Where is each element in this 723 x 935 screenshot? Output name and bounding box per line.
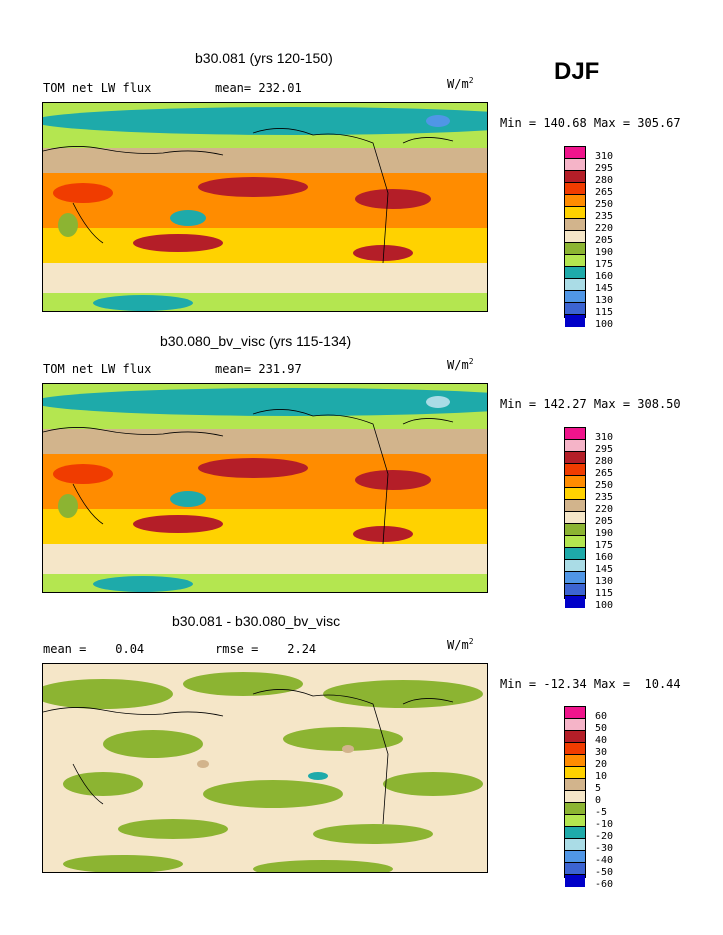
panel-3-level-1: 60 (595, 711, 608, 722)
panel-2-level-10: 175 (595, 540, 614, 551)
band-north-mid (43, 148, 487, 173)
band-south-ocean (43, 258, 487, 293)
panel-1-level-4: 265 (595, 187, 614, 198)
panel-2-left-label: TOM net LW flux (43, 362, 152, 376)
panel-2-level-2: 295 (595, 444, 614, 455)
africa-cold (58, 213, 78, 237)
panel-3-mean-label: mean = 0.04 (43, 642, 145, 656)
panel-3-units: W/m2 (447, 637, 474, 652)
panel-1-level-1: 310 (595, 151, 614, 162)
panel-3-level-5: 20 (595, 759, 608, 770)
panel-3-level-8: 0 (595, 795, 602, 806)
panel-2-level-8: 205 (595, 516, 614, 527)
panel-2-level-14: 115 (595, 588, 614, 599)
panel-1-left-label: TOM net LW flux (43, 81, 152, 95)
panel-1-level-7: 220 (595, 223, 614, 234)
panel-2-level-7: 220 (595, 504, 614, 515)
panel-2-colorbar (564, 427, 586, 608)
panel-2-map (42, 383, 488, 593)
season-label: DJF (554, 58, 600, 85)
indo-cold (170, 210, 206, 226)
panel-3-level-11: -20 (595, 831, 614, 842)
panel-1-level-5: 250 (595, 199, 614, 210)
panel-2-level-4: 265 (595, 468, 614, 479)
panel-1-level-14: 115 (595, 307, 614, 318)
arctic-teal (43, 107, 487, 135)
panel-3-level-6: 10 (595, 771, 608, 782)
panel-2-units: W/m2 (447, 357, 474, 372)
panel-2-level-1: 310 (595, 432, 614, 443)
itcz-warm-1 (53, 183, 113, 203)
panel-2-level-6: 235 (595, 492, 614, 503)
panel-1-level-15: 100 (595, 319, 614, 330)
panel-1-level-3: 280 (595, 175, 614, 186)
panel-1-colorbar (564, 146, 586, 327)
panel-1-level-10: 175 (595, 259, 614, 270)
panel-1-level-2: 295 (595, 163, 614, 174)
coastlines (43, 128, 454, 264)
panel-1-mean-label: mean= 232.01 (215, 81, 302, 95)
panel-2-mean-label: mean= 231.97 (215, 362, 302, 376)
panel-3-level-3: 40 (595, 735, 608, 746)
panel-2-level-11: 160 (595, 552, 614, 563)
panel-2-level-15: 100 (595, 600, 614, 611)
itcz-warm-3 (355, 189, 431, 209)
panel-1-level-6: 235 (595, 211, 614, 222)
panel-3-level-15: -60 (595, 879, 614, 890)
panel-3-level-9: -5 (595, 807, 608, 818)
panel-3-minmax: Min = -12.34 Max = 10.44 (500, 677, 681, 691)
panel-3-level-4: 30 (595, 747, 608, 758)
panel-1-units: W/m2 (447, 76, 474, 91)
panel-3-level-7: 5 (595, 783, 602, 794)
panel-2-level-12: 145 (595, 564, 614, 575)
greenland-low (426, 115, 450, 127)
panel-3-title: b30.081 - b30.080_bv_visc (172, 613, 341, 629)
south-atl-warm (353, 245, 413, 261)
panel-3-level-13: -40 (595, 855, 614, 866)
panel-1-level-9: 190 (595, 247, 614, 258)
band-subtropics-s (43, 223, 487, 263)
panel-2-level-13: 130 (595, 576, 614, 587)
panel-2-level-9: 190 (595, 528, 614, 539)
panel-2-title: b30.080_bv_visc (yrs 115-134) (160, 333, 352, 349)
antarctic-cold (93, 295, 193, 311)
panel-3-level-10: -10 (595, 819, 614, 830)
panel-2-level-3: 280 (595, 456, 614, 467)
panel-2-minmax: Min = 142.27 Max = 308.50 (500, 397, 681, 411)
panel-1-level-13: 130 (595, 295, 614, 306)
south-pac-warm (133, 234, 223, 252)
panel-2-level-5: 250 (595, 480, 614, 491)
panel-1-title: b30.081 (yrs 120-150) (195, 50, 333, 66)
panel-3-level-2: 50 (595, 723, 608, 734)
panel-1-level-12: 145 (595, 283, 614, 294)
panel-3-level-12: -30 (595, 843, 614, 854)
itcz-warm-2 (198, 177, 308, 197)
panel-3-rmse-label: rmse = 2.24 (215, 642, 317, 656)
panel-1-minmax: Min = 140.68 Max = 305.67 (500, 116, 681, 130)
panel-1-level-11: 160 (595, 271, 614, 282)
panel-3-map (42, 663, 488, 873)
panel-1-map (42, 102, 488, 312)
panel-3-colorbar (564, 706, 586, 887)
panel-1-level-8: 205 (595, 235, 614, 246)
panel-3-level-14: -50 (595, 867, 614, 878)
